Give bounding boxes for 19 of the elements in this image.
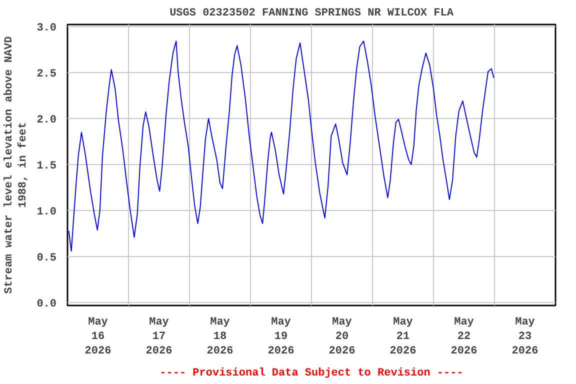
chart-title: USGS 02323502 FANNING SPRINGS NR WILCOX FLA (170, 8, 454, 20)
y-tick-label: 2.5 (36, 68, 57, 80)
x-tick-label: May 19 2026 (268, 316, 294, 358)
x-tick-label: May 22 2026 (450, 316, 478, 358)
y-tick-label: 2.0 (36, 114, 57, 126)
text: ---- Provisional Data Subject to Revision ---- (160, 368, 464, 380)
line-series (68, 40, 494, 252)
y-axis-title: Stream water level elevation above NAVD 1988, in feet (3, 36, 30, 294)
x-tick-label: May 16 2026 (84, 316, 112, 358)
x-tick-label: May 23 2026 (512, 316, 538, 358)
x-tick-label: May 17 2026 (146, 316, 172, 358)
y-tick-label: 3.0 (36, 22, 57, 34)
y-tick-label: 0.0 (36, 298, 57, 311)
y-tick-label: 1.0 (36, 206, 57, 219)
x-tick-label: May 18 2026 (206, 316, 234, 358)
y-tick-label: 0.5 (36, 252, 57, 265)
y-tick-label: 1.5 (36, 160, 57, 173)
x-tick-label: May 20 2026 (328, 316, 356, 358)
x-tick-label: May 21 2026 (390, 316, 416, 358)
